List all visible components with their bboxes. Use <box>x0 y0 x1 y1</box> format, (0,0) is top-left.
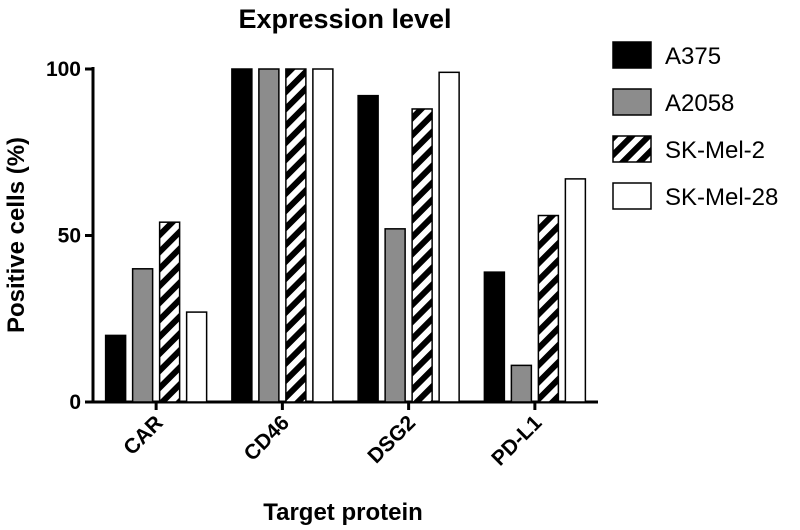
bar-a2058-dsg2 <box>384 228 406 403</box>
y-tick-label: 100 <box>46 58 81 81</box>
y-tick-label: 50 <box>58 225 81 248</box>
x-tick-labels: CAR CD46 DSG2 PD-L1 <box>119 411 546 470</box>
x-tick-label: CAR <box>119 411 167 459</box>
bar-sk-mel-2-pd-l1 <box>537 214 560 403</box>
x-tick-label: DSG2 <box>363 411 420 468</box>
x-tick-label: PD-L1 <box>487 411 546 470</box>
legend-label: SK-Mel-28 <box>665 184 778 211</box>
legend-label: A375 <box>665 43 721 70</box>
bar-sk-mel-2-cd46 <box>285 68 307 403</box>
bar-sk-mel-28-cd46 <box>312 68 334 403</box>
x-tick-label: CD46 <box>240 411 294 465</box>
bars <box>104 68 587 403</box>
legend-swatch <box>612 88 652 116</box>
bar-a2058-cd46 <box>258 68 280 403</box>
bar-a375-car <box>104 334 127 403</box>
bar-sk-mel-28-car <box>185 311 208 403</box>
chart-title: Expression level <box>238 4 451 34</box>
legend-label: SK-Mel-2 <box>665 137 765 164</box>
legend-swatch <box>612 41 652 69</box>
bar-sk-mel-28-pd-l1 <box>564 178 587 403</box>
legend-swatch <box>612 135 652 163</box>
bar-a375-dsg2 <box>357 94 379 403</box>
legend: A375 A2058 SK-Mel-2 SK-Mel-28 <box>612 41 778 211</box>
bar-a375-pd-l1 <box>483 271 506 403</box>
legend-swatch <box>612 182 652 210</box>
legend-label: A2058 <box>665 90 734 117</box>
y-axis-label: Positive cells (%) <box>3 137 30 333</box>
bar-sk-mel-28-dsg2 <box>438 71 460 403</box>
x-axis-label: Target protein <box>263 499 423 526</box>
bar-a2058-car <box>131 268 154 403</box>
bar-a2058-pd-l1 <box>510 364 533 403</box>
bar-sk-mel-2-dsg2 <box>411 108 433 403</box>
bar-a375-cd46 <box>231 68 253 403</box>
bar-sk-mel-2-car <box>158 221 181 403</box>
y-tick-label: 0 <box>69 391 81 414</box>
